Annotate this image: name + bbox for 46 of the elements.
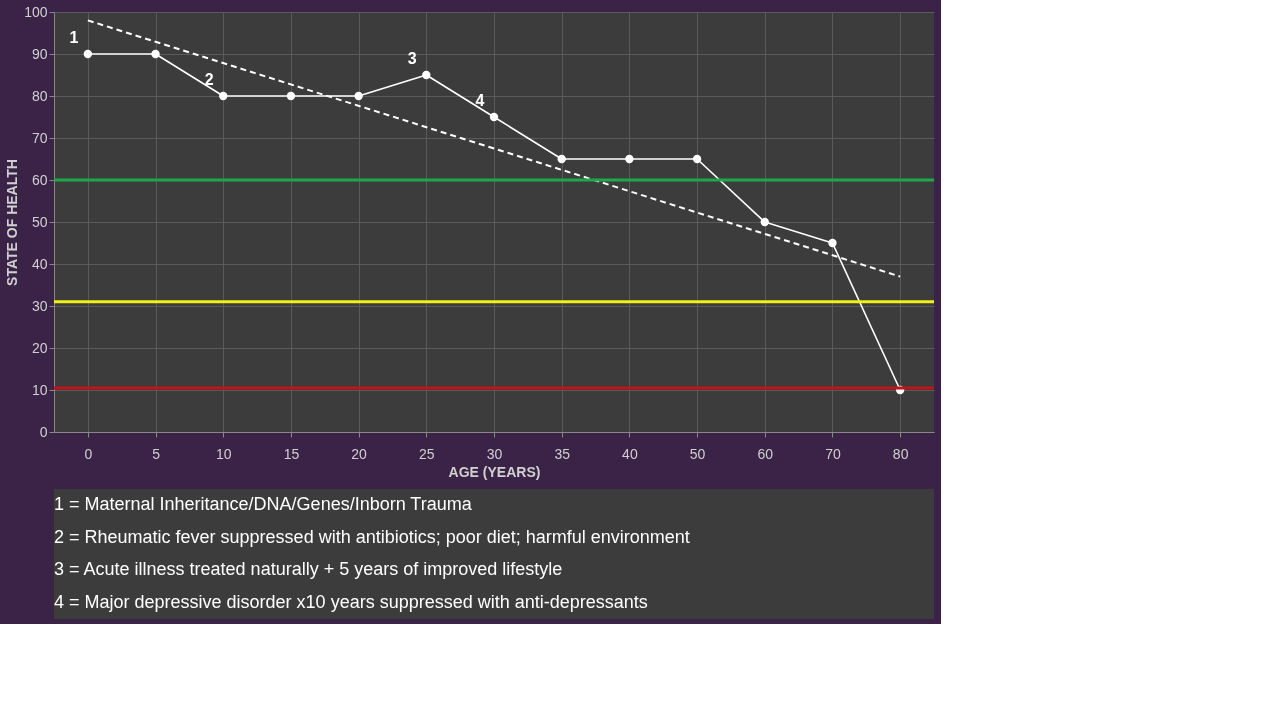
text: 2 = Rheumatic fever suppressed with antibiotics; poor diet; harmful environment [54,526,690,547]
point [625,154,634,164]
point [286,91,296,101]
y-tick-label: 60 [31,171,48,188]
x-tick-label: 50 [689,445,706,462]
text: 3 = Acute illness treated naturally + 5 years of improved lifestyle [54,559,563,580]
x-tick-label: 35 [554,445,571,462]
point [83,49,93,59]
text: 4 = Major depressive disorder x10 years suppressed with anti-depressants [54,591,648,612]
y-axis-title: STATE OF HEALTH [4,159,21,286]
x-tick-label: 60 [757,445,774,462]
x-axis-title: AGE (YEARS) [448,463,541,480]
point [422,70,431,80]
y-tick-label: 40 [31,255,48,272]
annotation: 1 [69,29,79,46]
point [828,238,837,248]
point [354,91,363,101]
point [557,154,566,164]
point [151,49,160,59]
annotation: 3 [407,50,417,67]
x-tick-label: 0 [84,445,93,462]
point [692,154,702,164]
x-tick-label: 10 [215,445,232,462]
x-tick-label: 70 [825,445,841,462]
y-tick-label: 70 [31,129,48,146]
annotation: 2 [204,71,214,88]
x-tick-label: 5 [152,445,161,462]
x-tick-label: 20 [351,445,368,462]
point [219,91,228,101]
point [489,112,499,122]
text: 1 = Maternal Inheritance/DNA/Genes/Inborn Trauma [54,494,473,515]
x-tick-label: 15 [283,445,300,462]
y-tick-label: 100 [24,3,48,20]
y-tick-label: 20 [31,339,48,356]
y-tick-label: 10 [31,381,48,398]
x-tick-label: 30 [486,445,503,462]
x-tick-label: 40 [622,445,638,462]
y-tick-label: 50 [31,213,48,230]
x-tick-label: 80 [892,445,909,462]
x-tick-label: 25 [419,445,435,462]
y-tick-label: 0 [39,423,48,440]
point [760,217,769,227]
annotation: 4 [475,92,485,109]
y-tick-label: 80 [31,87,48,104]
y-tick-label: 30 [31,297,48,314]
y-tick-label: 90 [31,45,48,62]
